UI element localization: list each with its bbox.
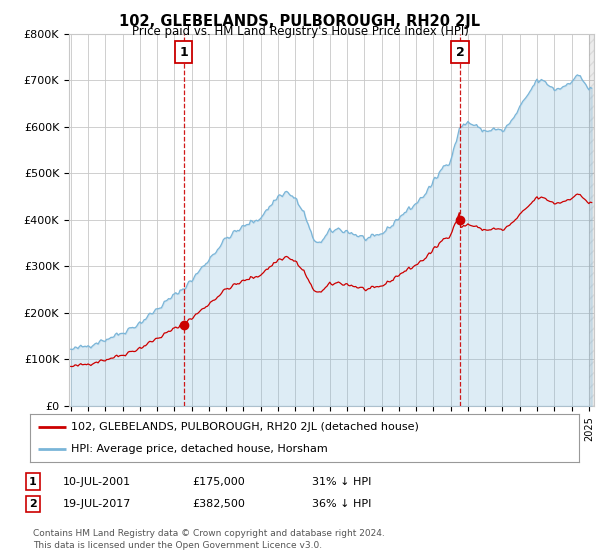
Text: 1: 1 <box>179 46 188 59</box>
Text: HPI: Average price, detached house, Horsham: HPI: Average price, detached house, Hors… <box>71 444 328 454</box>
Text: £175,000: £175,000 <box>192 477 245 487</box>
Text: £382,500: £382,500 <box>192 499 245 509</box>
Text: 36% ↓ HPI: 36% ↓ HPI <box>312 499 371 509</box>
Text: Price paid vs. HM Land Registry's House Price Index (HPI): Price paid vs. HM Land Registry's House … <box>131 25 469 38</box>
Text: 102, GLEBELANDS, PULBOROUGH, RH20 2JL (detached house): 102, GLEBELANDS, PULBOROUGH, RH20 2JL (d… <box>71 422 419 432</box>
Text: 2: 2 <box>455 46 464 59</box>
Text: 102, GLEBELANDS, PULBOROUGH, RH20 2JL: 102, GLEBELANDS, PULBOROUGH, RH20 2JL <box>119 14 481 29</box>
Text: 1: 1 <box>29 477 37 487</box>
Bar <box>589 34 594 406</box>
Text: 31% ↓ HPI: 31% ↓ HPI <box>312 477 371 487</box>
Text: Contains HM Land Registry data © Crown copyright and database right 2024.
This d: Contains HM Land Registry data © Crown c… <box>33 529 385 550</box>
Text: 10-JUL-2001: 10-JUL-2001 <box>63 477 131 487</box>
Text: 2: 2 <box>29 499 37 509</box>
Text: 19-JUL-2017: 19-JUL-2017 <box>63 499 131 509</box>
